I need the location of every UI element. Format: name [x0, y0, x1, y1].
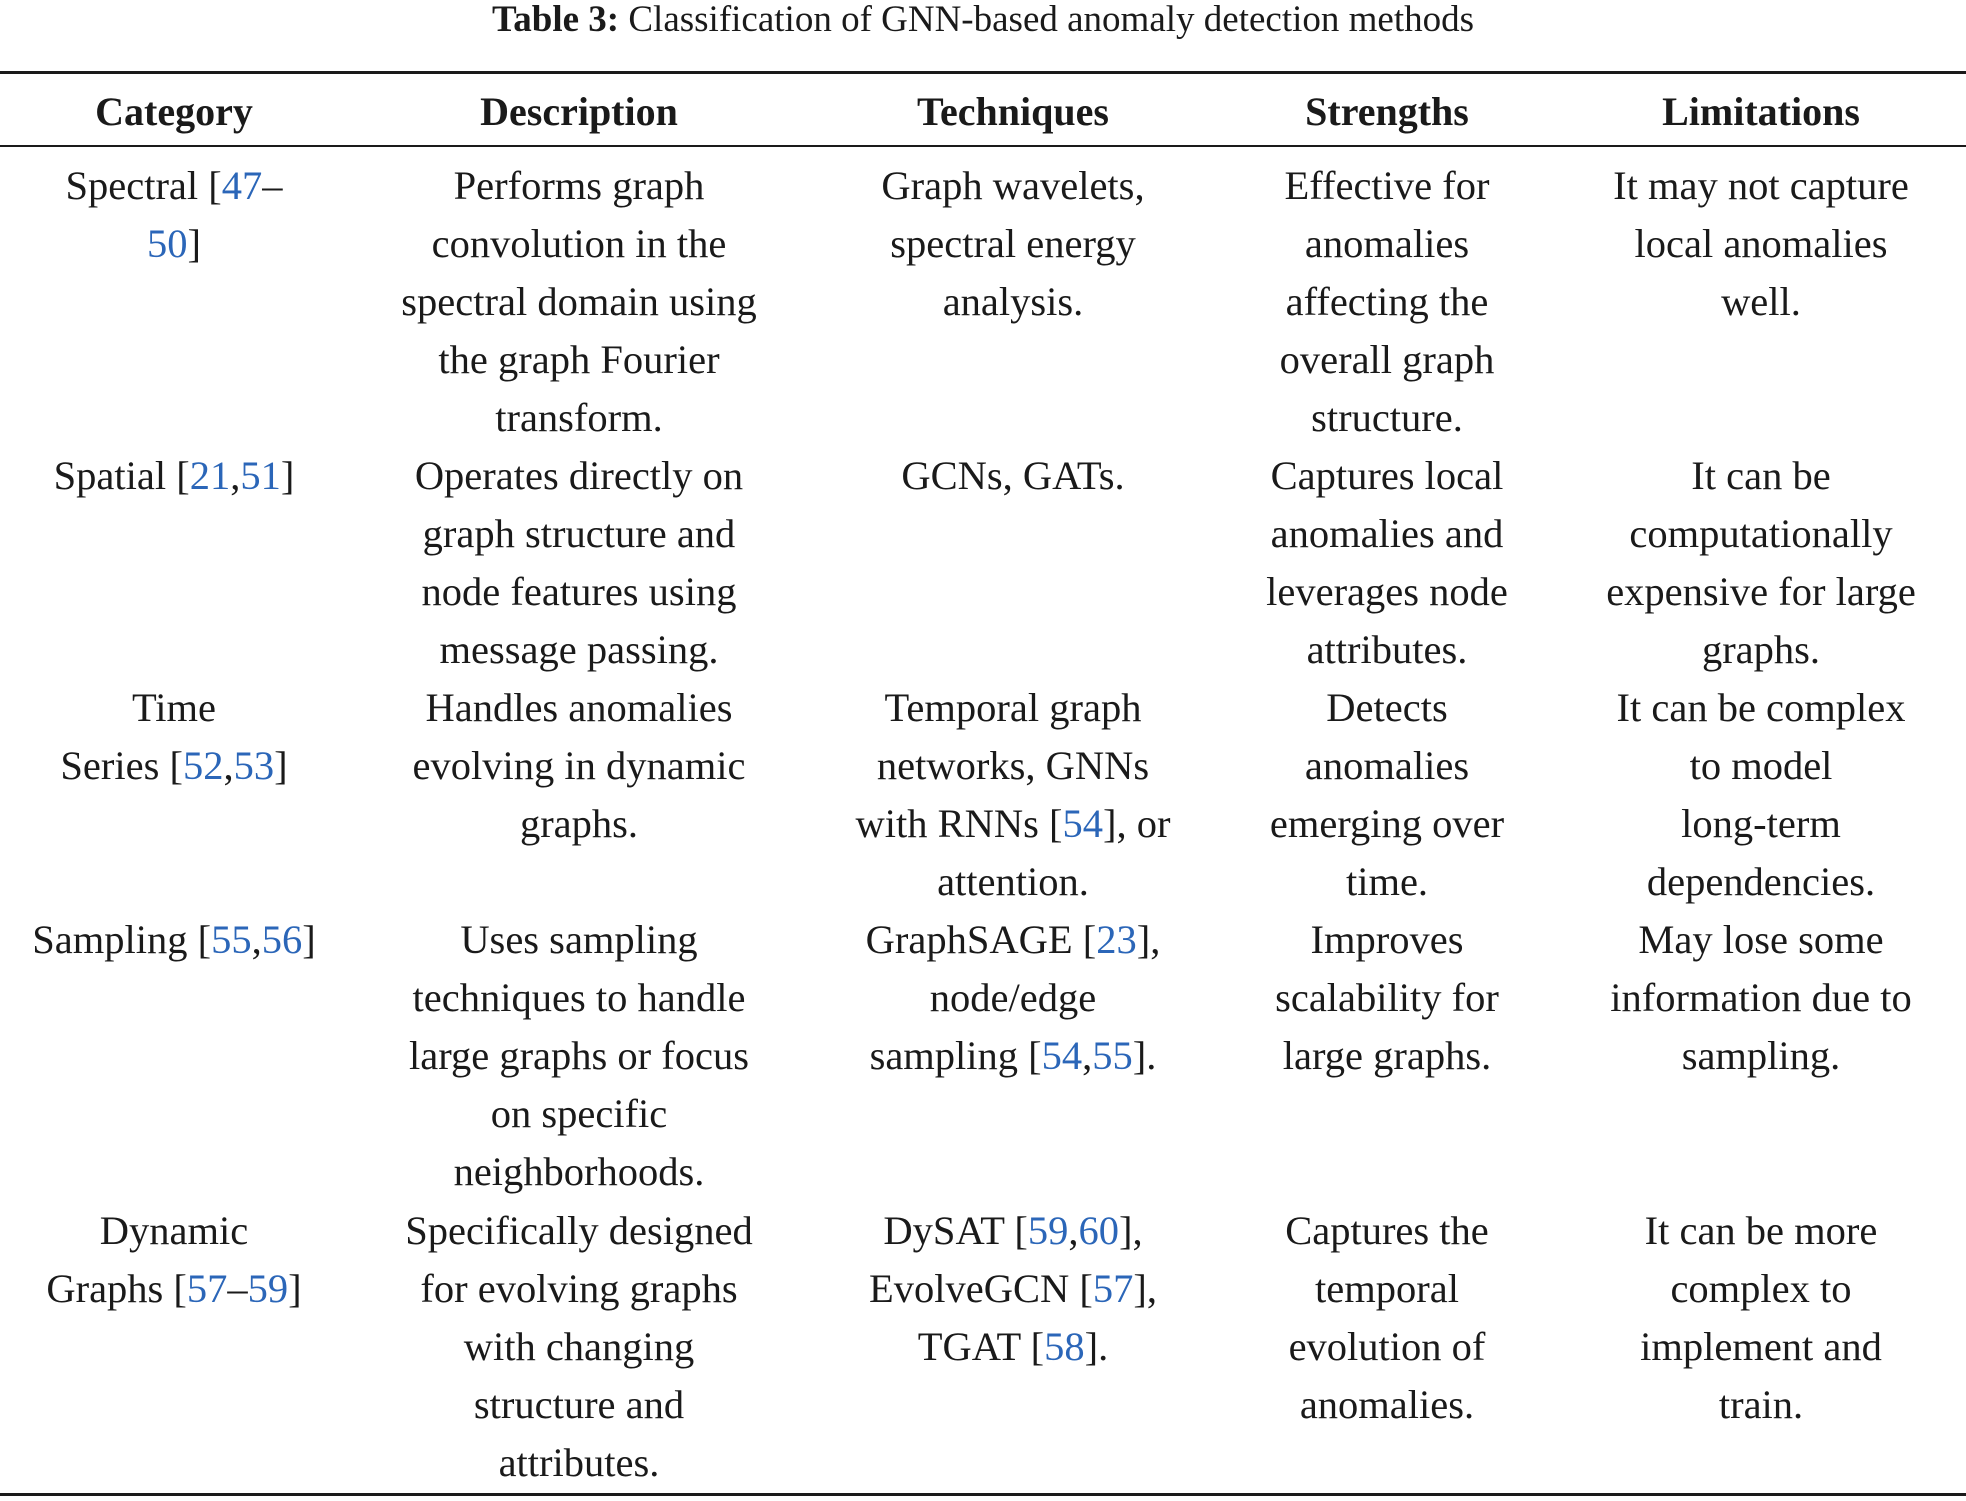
reference-link[interactable]: 51 — [240, 453, 281, 498]
row-1-description: Performs graph convolution in the spectr… — [401, 163, 757, 440]
reference-link[interactable]: 55 — [211, 917, 252, 962]
reference-link[interactable]: 59 — [1027, 1208, 1069, 1253]
row-1-limitations: It may not capture local anomalies well. — [1613, 163, 1909, 324]
reference-link[interactable]: 58 — [1044, 1324, 1085, 1369]
header-category: Category — [95, 89, 253, 134]
row-2-category: Spatial [21,51] — [53, 453, 295, 498]
row-4-techniques: GraphSAGE [23], node/edge sampling [54,5… — [865, 917, 1161, 1078]
row-4-category: Sampling [55,56] — [32, 917, 316, 962]
reference-link[interactable]: 57 — [186, 1266, 228, 1311]
row-5-description: Specifically designed for evolving graph… — [405, 1208, 753, 1485]
row-3-limitations: It can be complex to model long-term dep… — [1616, 685, 1906, 904]
header-limitations: Limitations — [1662, 89, 1860, 134]
row-5-techniques: DySAT [59,60], EvolveGCN [57], TGAT [58]… — [869, 1208, 1157, 1369]
row-1-techniques: Graph wavelets, spectral energy analysis… — [881, 163, 1145, 324]
reference-link[interactable]: 47 — [221, 163, 263, 208]
reference-link[interactable]: 50 — [147, 221, 188, 266]
reference-link[interactable]: 54 — [1062, 801, 1104, 846]
row-5-category: Dynamic Graphs [57–59] — [46, 1208, 302, 1311]
top-rule — [0, 71, 1966, 74]
row-2-techniques: GCNs, GATs. — [901, 453, 1125, 498]
bottom-rule — [0, 1493, 1966, 1496]
header-description: Description — [480, 89, 678, 134]
row-5-strengths: Captures the temporal evolution of anoma… — [1285, 1208, 1489, 1427]
row-1-strengths: Effective for anomalies affecting the ov… — [1279, 163, 1495, 440]
row-1-category: Spectral [47– 50] — [65, 163, 283, 266]
table-caption: Table 3: Classification of GNN-based ano… — [0, 0, 1966, 40]
reference-link[interactable]: 55 — [1092, 1033, 1133, 1078]
reference-link[interactable]: 52 — [182, 743, 224, 788]
reference-link[interactable]: 60 — [1078, 1208, 1119, 1253]
row-5-limitations: It can be more complex to implement and … — [1640, 1208, 1882, 1427]
row-2-description: Operates directly on graph structure and… — [414, 453, 744, 672]
row-3-category: Time Series [52,53] — [60, 685, 288, 788]
reference-link[interactable]: 23 — [1096, 917, 1137, 962]
header-strengths: Strengths — [1305, 89, 1469, 134]
row-3-description: Handles anomalies evolving in dynamic gr… — [412, 685, 746, 846]
row-2-limitations: It can be computationally expensive for … — [1606, 453, 1916, 672]
reference-link[interactable]: 53 — [233, 743, 275, 788]
row-2-strengths: Captures local anomalies and leverages n… — [1266, 453, 1508, 672]
reference-link[interactable]: 54 — [1041, 1033, 1083, 1078]
reference-link[interactable]: 59 — [247, 1266, 289, 1311]
row-4-strengths: Improves scalability for large graphs. — [1275, 917, 1499, 1078]
row-3-strengths: Detects anomalies emerging over time. — [1269, 685, 1505, 904]
caption-label: Table 3: — [491, 0, 620, 40]
reference-link[interactable]: 57 — [1092, 1266, 1134, 1311]
header-techniques: Techniques — [917, 89, 1109, 134]
row-4-description: Uses sampling techniques to handle large… — [408, 917, 750, 1194]
caption-text: Classification of GNN-based anomaly dete… — [619, 0, 1475, 40]
reference-link[interactable]: 56 — [261, 917, 303, 962]
header-rule — [0, 145, 1966, 147]
row-4-limitations: May lose some information due to samplin… — [1610, 917, 1912, 1078]
row-3-techniques: Temporal graph networks, GNNs with RNNs … — [855, 685, 1171, 904]
reference-link[interactable]: 21 — [189, 453, 231, 498]
